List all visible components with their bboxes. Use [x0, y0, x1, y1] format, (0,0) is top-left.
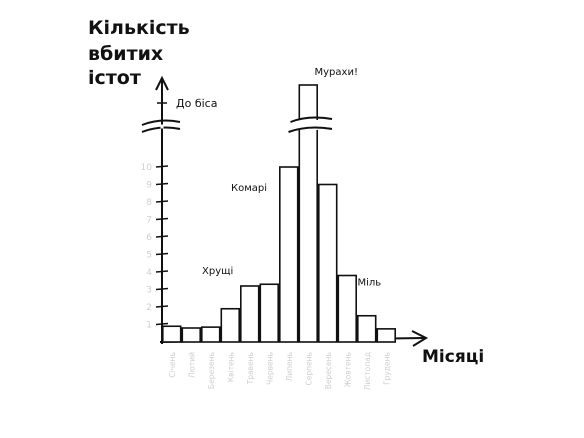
y-tick-8 — [155, 200, 169, 203]
bar-8 — [298, 84, 318, 343]
bar-break-mark-lower-8 — [288, 126, 333, 133]
y-tick-label-9: 9 — [146, 181, 152, 191]
month-label-12: Грудень — [382, 352, 391, 385]
bar-4 — [220, 307, 241, 343]
month-label-8: Серпень — [304, 352, 313, 385]
bar-6 — [259, 283, 279, 343]
month-label-6: Червень — [265, 352, 274, 385]
top-value-label: До біса — [176, 97, 217, 110]
y-tick-label-1: 1 — [146, 321, 152, 331]
y-tick-9 — [155, 182, 169, 186]
month-label-1: Січень — [168, 352, 177, 378]
month-label-10: Жовтень — [343, 352, 352, 387]
annotation-3: Мурахи! — [315, 67, 358, 78]
y-tick-label-4: 4 — [146, 268, 152, 278]
bar-3 — [201, 326, 221, 343]
x-axis-tick-labels: Січень Лютий Березень Квітень Травень Червень… — [168, 352, 392, 390]
bar-break-mark-upper-8 — [290, 116, 333, 123]
y-tick-5 — [155, 252, 169, 256]
month-label-5: Травень — [246, 352, 255, 385]
y-tick-label-6: 6 — [146, 233, 152, 243]
y-tick-label-10: 10 — [141, 163, 153, 173]
x-axis-arrow — [411, 330, 429, 347]
bar-1 — [162, 325, 182, 343]
bar-7 — [278, 166, 299, 343]
annotation-4: Міль — [358, 277, 382, 289]
y-tick-4 — [155, 270, 169, 273]
y-tick-10 — [155, 165, 169, 168]
bar-10 — [337, 274, 357, 343]
annotation-2: Комарі — [231, 182, 267, 194]
y-axis-break-gap — [160, 124, 164, 129]
chart-title: Кількість вбитих істот — [88, 17, 190, 89]
month-label-2: Лютий — [187, 352, 196, 378]
bar-9 — [317, 183, 338, 343]
chart-title-line-2: вбитих — [88, 43, 163, 65]
bar-5 — [240, 285, 260, 343]
x-axis-label: Місяці — [422, 347, 484, 367]
month-label-7: Липень — [285, 352, 294, 381]
y-tick-label-2: 2 — [146, 303, 152, 313]
y-tick-3 — [155, 287, 169, 291]
month-label-3: Березень — [207, 352, 216, 389]
bar-2 — [181, 327, 202, 343]
y-axis-ticks: 1 2 3 4 5 6 7 8 9 10 — [141, 163, 169, 331]
y-tick-2 — [155, 305, 169, 308]
y-tick-7 — [155, 217, 169, 221]
y-axis-break-mark-upper — [141, 119, 181, 126]
bar-11 — [356, 314, 377, 343]
y-tick-6 — [155, 235, 169, 238]
bars — [162, 84, 396, 343]
chart-title-line-1: Кількість — [88, 17, 190, 39]
month-label-4: Квітень — [226, 352, 235, 382]
y-tick-label-5: 5 — [146, 251, 152, 261]
y-axis-arrow — [155, 75, 169, 91]
bar-12 — [376, 328, 396, 343]
y-tick-label-8: 8 — [146, 198, 152, 208]
annotations: Хрущі Комарі Мурахи! Міль — [202, 67, 381, 289]
y-tick-label-3: 3 — [146, 286, 152, 296]
chart-title-line-3: істот — [88, 67, 141, 89]
annotation-1: Хрущі — [202, 265, 233, 277]
bar-break-gap-8 — [294, 120, 322, 130]
month-label-9: Вересень — [324, 352, 333, 389]
month-label-11: Листопад — [363, 352, 372, 390]
y-tick-label-7: 7 — [146, 216, 152, 226]
y-tick-1 — [155, 322, 169, 326]
